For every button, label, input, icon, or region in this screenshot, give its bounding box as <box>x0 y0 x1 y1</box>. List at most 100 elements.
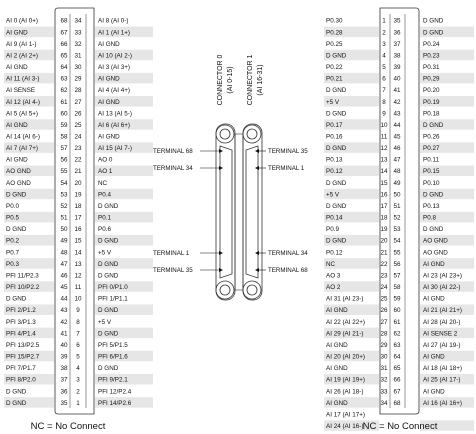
row-shade-right <box>95 96 153 107</box>
pin-number-right: 16 <box>74 226 82 233</box>
pin-number-left: 45 <box>60 284 68 291</box>
pin-number-left: 55 <box>60 168 68 175</box>
row-shade-left <box>324 211 379 223</box>
row-shade-right <box>420 350 474 362</box>
pin-number-right: 66 <box>393 377 401 384</box>
pin-label-right: D GND <box>98 330 119 337</box>
pin-number-right: 58 <box>393 284 401 291</box>
pin-label-right: AI 3 (AI 3+) <box>98 64 130 71</box>
pin-label-left: PFI 3/P1.3 <box>6 319 36 326</box>
row-shade-right <box>95 258 153 269</box>
row-shade-right <box>420 96 474 107</box>
pin-label-left: D GND <box>326 238 347 245</box>
row-shade-right <box>95 26 153 38</box>
pin-label-left: +5 V <box>326 191 340 198</box>
pin-number-right: 35 <box>393 18 401 25</box>
row-shade-left <box>324 327 379 339</box>
pin-label-left: P0.25 <box>326 41 343 48</box>
pin-label-right: P0.20 <box>423 87 440 94</box>
cable-connector0-range: (AI 0-15) <box>227 66 234 93</box>
pin-label-right: PFI 12/P2.4 <box>98 388 132 395</box>
pin-number-left: 53 <box>60 191 68 198</box>
pin-label-left: AI 17 (AI 17+) <box>326 411 365 418</box>
pin-label-right: PFI 0/P1.0 <box>98 284 128 291</box>
row-shade-left <box>324 96 379 107</box>
pin-label-right: PFI 14/P2.6 <box>98 400 132 407</box>
arrow-68-right <box>255 268 259 272</box>
d-shell-left <box>219 145 233 279</box>
pin-label-left: AO GND <box>6 180 31 187</box>
pin-label-right: P0.11 <box>423 157 439 164</box>
pin-label-right: AI 6 (AI 6+) <box>98 122 130 129</box>
pin-label-left: PFI 2/P1.2 <box>6 307 36 314</box>
pin-label-left: AI 7 (AI 7+) <box>6 145 38 152</box>
row-shade-right <box>420 188 474 200</box>
arrow-35-right <box>255 149 259 153</box>
row-shade-right <box>95 119 153 130</box>
pin-label-right: P0.31 <box>423 64 440 71</box>
arrow-68-left <box>219 149 223 153</box>
pin-label-right: AI 28 (AI 20-) <box>423 319 460 326</box>
connector1-row-shading <box>324 26 474 431</box>
mount-hole-bottom-left-inner <box>219 284 231 296</box>
pin-label-right: D GND <box>98 272 119 279</box>
row-shade-right <box>95 281 153 292</box>
row-shade-right <box>95 235 153 246</box>
pin-label-right: D GND <box>98 238 119 245</box>
pin-number-left: 66 <box>60 41 68 48</box>
row-shade-left <box>324 258 379 269</box>
pin-number-right: 61 <box>393 319 401 326</box>
pin-number-right: 17 <box>74 215 82 222</box>
pin-label-left: +5 V <box>326 99 340 106</box>
pin-number-left: 38 <box>60 365 68 372</box>
row-shade-left <box>324 165 379 177</box>
pin-label-left: AI GND <box>326 307 348 314</box>
pin-number-left: 8 <box>382 99 386 106</box>
pin-label-left: P0.3 <box>6 261 19 268</box>
pin-number-right: 12 <box>74 272 82 279</box>
pin-label-left: D GND <box>6 388 27 395</box>
pin-label-left: P0.14 <box>326 215 343 222</box>
pin-number-right: 25 <box>74 122 82 129</box>
mount-hole-top-left-inner <box>219 128 231 140</box>
row-shade-left <box>4 258 54 269</box>
row-shade-left <box>4 281 54 292</box>
row-shade-right <box>420 304 474 315</box>
pin-number-left: 6 <box>382 76 386 83</box>
row-shade-left <box>4 49 54 61</box>
pin-label-left: NC <box>326 261 336 268</box>
pin-number-right: 38 <box>393 52 401 59</box>
pin-number-right: 32 <box>74 41 82 48</box>
pin-label-left: PFI 10/P2.2 <box>6 284 40 291</box>
pin-label-right: AI GND <box>98 134 120 141</box>
pin-label-right: AO 0 <box>98 157 113 164</box>
pin-label-right: D GND <box>98 365 119 372</box>
row-shade-left <box>324 304 379 315</box>
pin-label-left: P0.30 <box>326 18 343 25</box>
pin-label-left: D GND <box>326 203 347 210</box>
pin-number-left: 39 <box>60 354 68 361</box>
row-shade-right <box>420 420 474 431</box>
pin-number-left: 21 <box>380 249 388 256</box>
pin-label-left: AI 2 (AI 2+) <box>6 52 38 59</box>
pin-label-right: P0.8 <box>423 215 436 222</box>
pin-label-right: +5 V <box>98 319 112 326</box>
pin-number-right: 46 <box>393 145 401 152</box>
row-shade-left <box>324 26 379 38</box>
pin-number-left: 18 <box>380 215 388 222</box>
pin-label-right: D GND <box>98 261 119 268</box>
pin-number-left: 1 <box>382 18 386 25</box>
pin-label-left: D GND <box>326 87 347 94</box>
pin-label-left: AI 20 (AI 20+) <box>326 354 365 361</box>
pin-number-left: 67 <box>60 29 68 36</box>
row-shade-right <box>420 142 474 153</box>
pin-number-left: 37 <box>60 377 68 384</box>
pin-number-right: 51 <box>393 203 401 210</box>
cable-assembly: CONNECTOR 0 (AI 0-15) CONNECTOR 1 (AI 16… <box>153 54 308 301</box>
pin-number-right: 52 <box>393 215 401 222</box>
pin-number-right: 5 <box>76 354 80 361</box>
pin-number-right: 3 <box>76 377 80 384</box>
row-shade-left <box>4 119 54 130</box>
pin-label-right: AI 27 (AI 19-) <box>423 342 460 349</box>
